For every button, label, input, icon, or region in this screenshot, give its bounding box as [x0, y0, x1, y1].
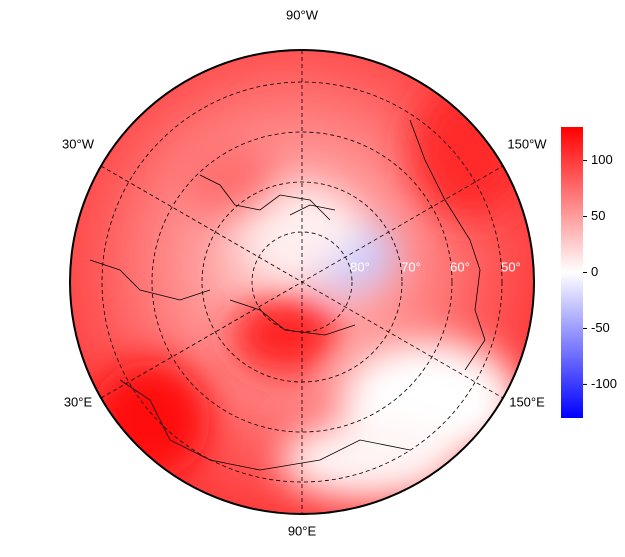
- parallel-label: 70°: [401, 259, 421, 274]
- meridian-label: 150°E: [509, 394, 545, 409]
- colorbar-tick-label: -100: [591, 376, 617, 391]
- meridian-label: 30°E: [64, 394, 93, 409]
- coastline: [89, 119, 486, 471]
- colorbar-tick-label: 50: [591, 208, 605, 223]
- map-border: [69, 49, 535, 515]
- meridian-label: 30°W: [62, 136, 95, 151]
- meridian-label: 90°E: [288, 523, 317, 538]
- meridian-label: 150°W: [507, 136, 547, 151]
- colorbar-scale: [561, 127, 583, 418]
- graticule: [100, 50, 504, 514]
- parallel-label: 50°: [501, 259, 521, 274]
- colorbar-tick-label: 0: [591, 264, 598, 279]
- parallel-labels: 80° 70° 60° 50°: [350, 259, 521, 274]
- parallel-label: 80°: [350, 259, 370, 274]
- colorbar: -100 -50 0 50 100: [561, 127, 617, 418]
- colorbar-tick-label: 100: [591, 152, 613, 167]
- colorbar-tick-label: -50: [591, 320, 610, 335]
- meridian-label: 90°W: [286, 7, 319, 22]
- parallel-label: 60°: [450, 259, 470, 274]
